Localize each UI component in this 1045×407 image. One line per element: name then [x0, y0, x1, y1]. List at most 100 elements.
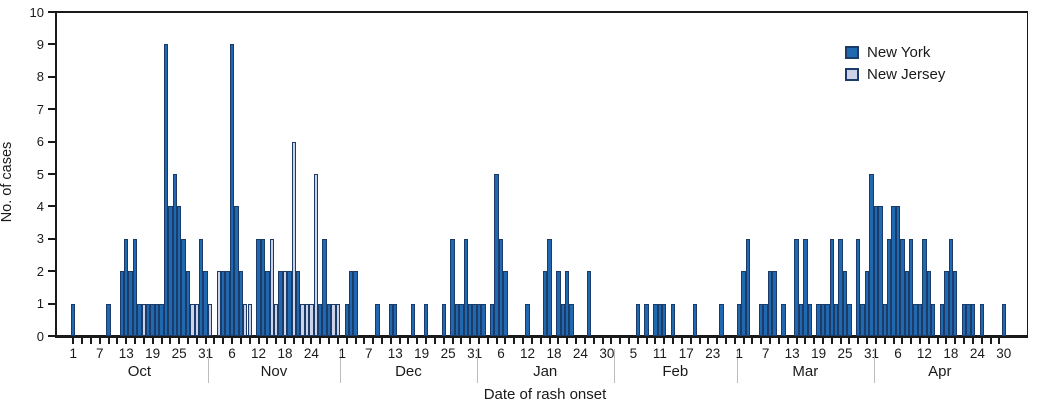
bar-new-jersey	[300, 303, 305, 336]
x-tick	[416, 337, 419, 344]
bar-new-york	[847, 303, 852, 336]
x-tick	[451, 337, 454, 344]
bar-new-york	[900, 238, 905, 336]
bar-new-york	[132, 238, 138, 336]
x-tick	[425, 337, 428, 344]
x-tick	[231, 337, 234, 344]
bar-new-jersey	[291, 141, 296, 336]
bar-new-jersey	[141, 303, 147, 336]
x-tick	[769, 337, 772, 344]
x-tick-label: 7	[95, 346, 104, 361]
x-tick	[751, 337, 754, 344]
bar-new-jersey	[335, 303, 341, 336]
legend-label-new-york: New York	[867, 43, 931, 61]
bar-new-york	[719, 303, 724, 336]
bar-new-york	[587, 271, 592, 336]
x-tick	[389, 337, 392, 344]
bar-new-york	[322, 238, 327, 336]
x-tick	[601, 337, 604, 344]
x-tick-label: 31	[863, 346, 880, 361]
x-tick	[195, 337, 198, 344]
x-tick-label: 25	[440, 346, 456, 361]
x-tick-label: 1	[69, 346, 78, 361]
bar-new-york	[296, 271, 301, 336]
bar-new-york	[834, 303, 839, 336]
bar-new-york	[547, 238, 552, 336]
x-tick-label: 30	[996, 346, 1012, 361]
bar-new-york	[944, 271, 949, 336]
x-tick	[266, 337, 269, 344]
x-tick-label: 6	[228, 346, 236, 361]
x-tick	[98, 337, 101, 344]
bar-new-york	[644, 303, 649, 336]
plot-frame-right	[1026, 11, 1028, 337]
y-tick	[48, 205, 56, 208]
plot-frame-top	[55, 11, 1028, 13]
bar-new-york	[344, 303, 349, 336]
bar-new-york	[353, 271, 358, 336]
x-tick-label: 1	[735, 346, 743, 361]
x-tick	[786, 337, 789, 344]
x-tick	[239, 337, 242, 344]
x-tick	[89, 337, 92, 344]
bar-new-jersey	[273, 303, 279, 336]
bar-new-york	[490, 303, 495, 336]
x-tick-label: 5	[629, 346, 638, 361]
bar-new-york	[948, 238, 954, 336]
bar-new-york	[869, 174, 874, 336]
x-tick	[830, 337, 833, 344]
bar-new-york	[410, 303, 416, 336]
bar-new-york	[873, 206, 879, 336]
x-tick	[151, 337, 154, 344]
x-tick	[627, 337, 630, 344]
x-tick	[680, 337, 683, 344]
x-tick	[804, 337, 807, 344]
x-tick	[125, 337, 128, 344]
bar-new-york	[953, 271, 958, 336]
x-tick-label: 31	[198, 346, 214, 361]
x-tick-label: 11	[652, 346, 667, 361]
x-tick	[319, 337, 322, 344]
bar-new-york	[388, 303, 393, 336]
bar-new-york	[525, 303, 530, 336]
bar-new-york	[970, 303, 976, 336]
x-tick	[513, 337, 516, 344]
x-tick	[733, 337, 736, 344]
legend-item-new-york: New York	[845, 41, 945, 63]
y-tick-label: 9	[36, 36, 44, 52]
bar-new-york	[1001, 303, 1006, 336]
y-tick-label: 4	[36, 198, 44, 214]
y-tick-label: 6	[36, 134, 44, 150]
bar-new-york	[278, 271, 283, 336]
bar-new-york	[917, 303, 923, 336]
x-tick	[548, 337, 551, 344]
x-tick	[575, 337, 578, 344]
bar-new-york	[441, 303, 446, 336]
bar-new-york	[829, 238, 834, 336]
bar-new-york	[150, 303, 155, 336]
x-tick	[919, 337, 922, 344]
x-tick-label: 24	[303, 346, 319, 361]
bar-new-york	[481, 303, 486, 336]
x-tick	[592, 337, 595, 344]
x-axis-line	[55, 335, 1028, 338]
bar-new-york	[820, 303, 826, 336]
x-tick	[716, 337, 719, 344]
x-tick-label: 17	[678, 346, 694, 361]
bar-new-york	[163, 44, 169, 336]
x-tick	[539, 337, 542, 344]
bar-new-york	[556, 271, 561, 336]
bar-new-york	[838, 238, 843, 336]
bar-new-york	[737, 303, 742, 336]
bar-new-york	[221, 271, 226, 336]
x-tick	[442, 337, 445, 344]
month-label: Jan	[533, 363, 558, 380]
bar-new-york	[909, 238, 914, 336]
bar-new-york	[423, 303, 429, 336]
x-tick	[495, 337, 498, 344]
x-tick	[275, 337, 278, 344]
x-tick-label: 18	[277, 346, 293, 361]
x-tick	[504, 337, 507, 344]
bar-new-york	[794, 238, 799, 336]
x-tick-label: 23	[705, 346, 721, 361]
